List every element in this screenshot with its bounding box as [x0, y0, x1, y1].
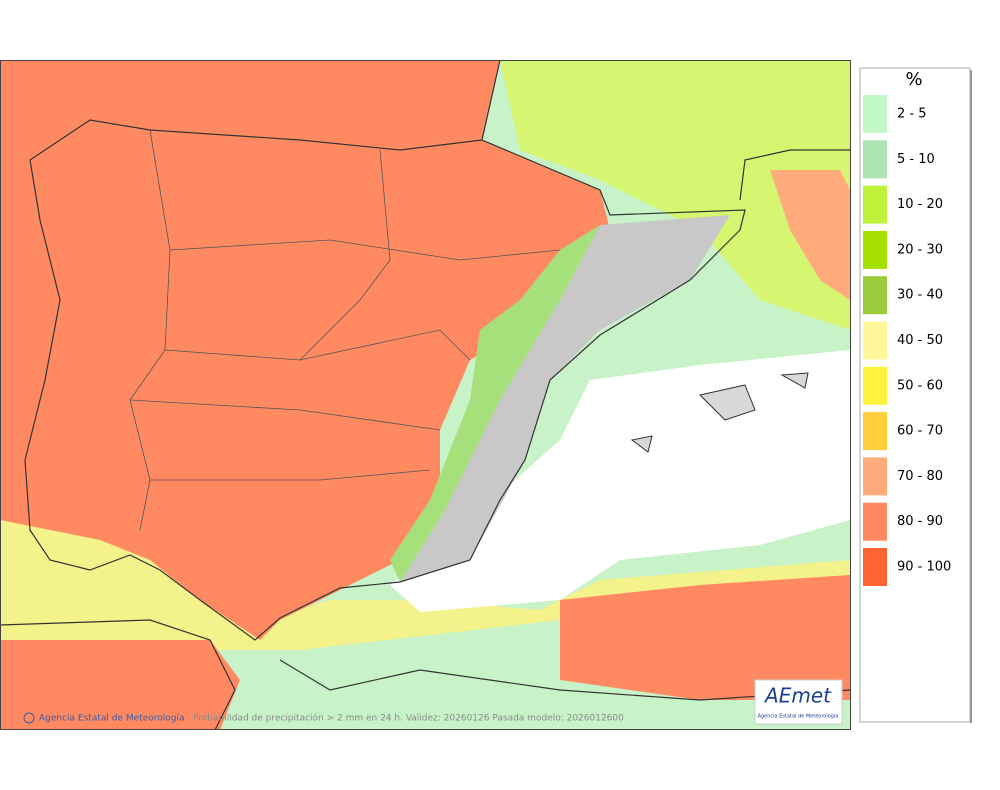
copyright-icon	[23, 712, 35, 724]
logo-name: AEmet	[763, 684, 832, 708]
legend-label: 40 - 50	[897, 333, 943, 348]
region-borders	[129, 129, 561, 531]
legend-swatch	[863, 276, 887, 315]
legend-swatch	[863, 412, 887, 451]
logo-subtitle: Agencia Estatal de Meteorología	[758, 713, 839, 720]
precip-area	[500, 60, 850, 330]
coastline	[0, 59, 851, 731]
legend-swatch	[863, 321, 887, 360]
legend-label: 90 - 100	[897, 560, 951, 575]
legend: 2 - 5 5 - 10 10 - 20 20 - 30 30 - 40 40 - 50 5…	[863, 95, 951, 586]
precip-area	[0, 640, 240, 730]
precip-area	[390, 225, 600, 582]
legend-swatch	[863, 548, 887, 586]
map-frame	[0, 60, 851, 730]
legend-label: 60 - 70	[897, 424, 943, 439]
island	[630, 372, 809, 453]
precip-area	[560, 575, 850, 700]
legend-label: 2 - 5	[897, 107, 927, 122]
logo-box	[754, 679, 843, 725]
legend-title: %	[905, 69, 922, 90]
precip-area	[0, 520, 850, 650]
legend-label: 30 - 40	[897, 288, 943, 303]
relief-no-precip	[400, 215, 730, 582]
legend-swatch	[863, 457, 887, 496]
map-caption: Probabilidad de precipitación > 2 mm en …	[193, 713, 624, 724]
legend-swatch	[863, 185, 887, 224]
legend-swatch	[863, 140, 887, 179]
legend-swatch	[863, 230, 887, 269]
legend-swatch	[863, 502, 887, 541]
legend-label: 70 - 80	[897, 469, 943, 484]
legend-label: 50 - 60	[897, 378, 943, 393]
precip-area	[0, 60, 610, 640]
legend-label: 10 - 20	[897, 197, 943, 212]
legend-label: 5 - 10	[897, 152, 935, 167]
precip-area	[770, 170, 850, 300]
agency-label: Agencia Estatal de Meteorología	[39, 714, 185, 724]
legend-label: 80 - 90	[897, 514, 943, 529]
legend-swatch	[863, 95, 887, 133]
legend-swatch	[863, 366, 887, 405]
legend-label: 20 - 30	[897, 242, 943, 257]
